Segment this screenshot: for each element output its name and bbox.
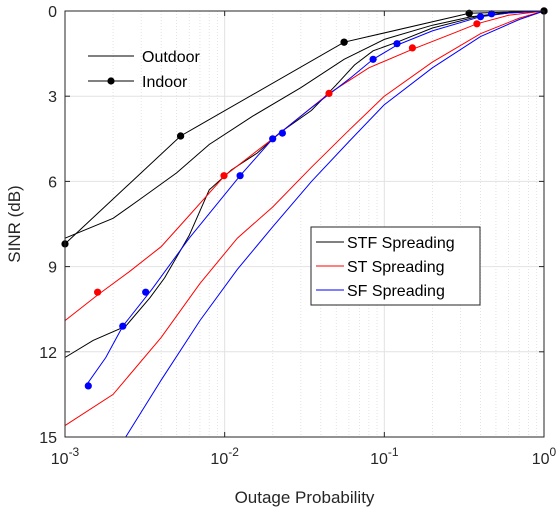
x-tick-base: 10 (532, 451, 550, 468)
x-tick-exponent: -1 (388, 445, 399, 459)
legend-scheme-label: ST Spreading (347, 259, 445, 276)
x-tick-exponent: 0 (550, 445, 557, 459)
data-point (341, 39, 348, 46)
data-point (473, 20, 480, 27)
data-point (393, 40, 400, 47)
x-tick-base: 10 (210, 451, 228, 468)
y-tick-label: 0 (48, 4, 57, 21)
data-point (279, 130, 286, 137)
data-point (119, 323, 126, 330)
x-axis-label: Outage Probability (235, 488, 375, 507)
y-tick-label: 6 (48, 174, 57, 191)
y-tick-label: 3 (48, 89, 57, 106)
data-point (477, 13, 484, 20)
data-point (177, 132, 184, 139)
x-tick-exponent: -3 (69, 445, 80, 459)
legend-scheme-label: STF Spreading (347, 235, 455, 252)
y-axis-label: SINR (dB) (5, 185, 24, 262)
x-tick-base: 10 (370, 451, 388, 468)
y-tick-label: 9 (48, 260, 57, 277)
data-point (220, 172, 227, 179)
data-point (409, 44, 416, 51)
x-tick-exponent: -2 (228, 445, 239, 459)
data-point (269, 135, 276, 142)
y-tick-label: 15 (39, 430, 57, 447)
legend-env-marker (107, 77, 114, 84)
legend-scheme: STF Spreading ST Spreading SF Spreading (311, 227, 480, 305)
data-point (237, 172, 244, 179)
y-tick-label: 12 (39, 345, 57, 362)
legend-scheme-label: SF Spreading (347, 283, 445, 300)
data-point (142, 289, 149, 296)
data-point (370, 56, 377, 63)
data-point (325, 90, 332, 97)
x-tick-base: 10 (51, 451, 69, 468)
data-point (94, 289, 101, 296)
data-point (85, 382, 92, 389)
legend-env-label: Indoor (142, 74, 188, 91)
legend-env-label: Outdoor (142, 49, 200, 66)
